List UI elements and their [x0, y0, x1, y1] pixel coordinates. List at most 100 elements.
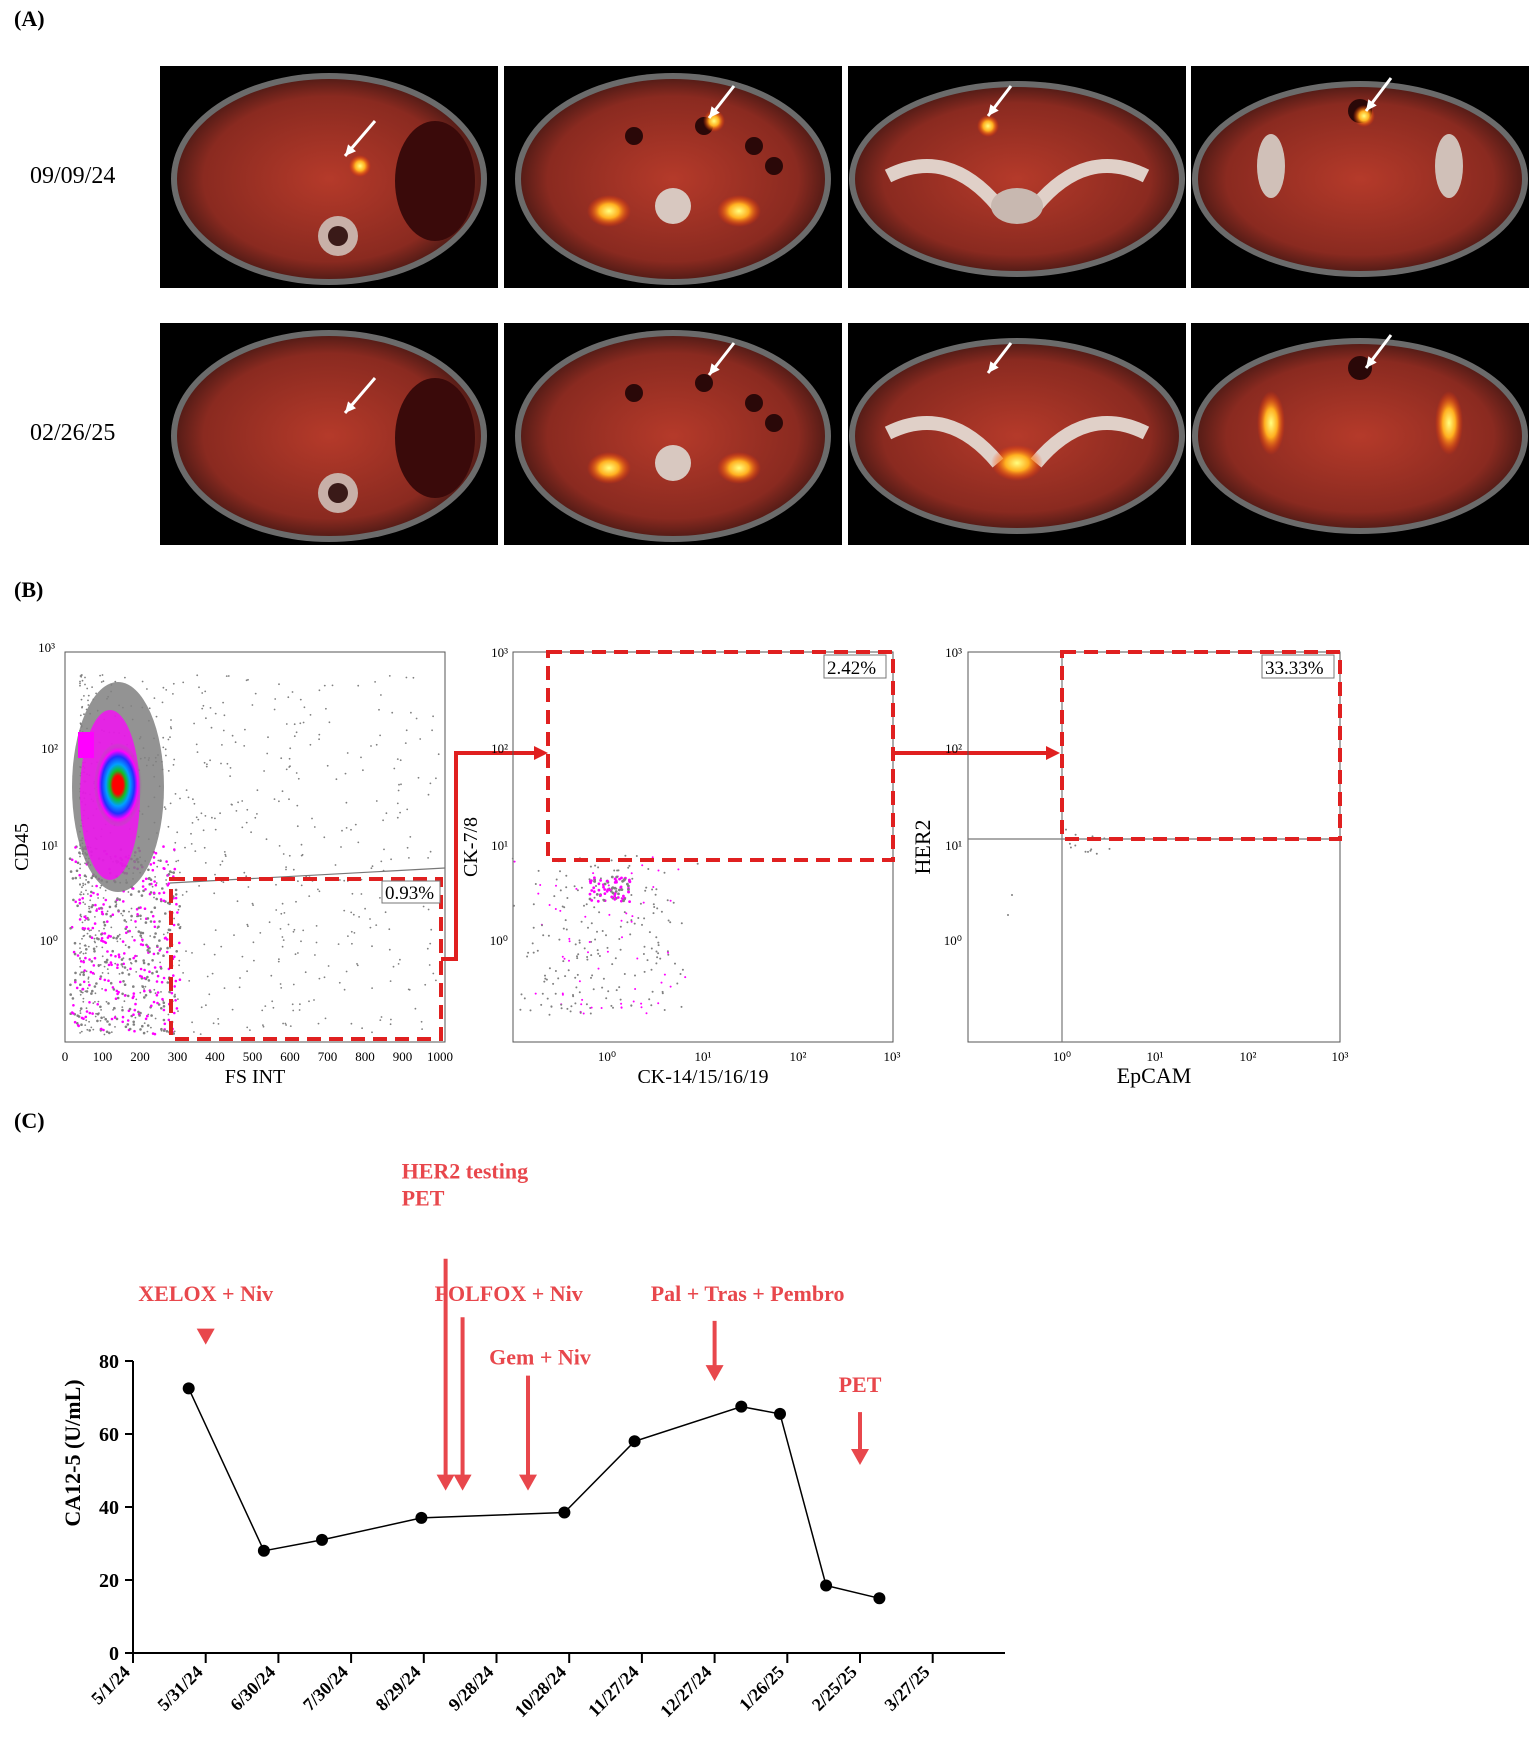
- plot2-y-tick-3: 10⁰: [490, 933, 508, 948]
- ck78-vs-ck14-plot: 2.42% 10⁰ 10¹ 10² 10³ 10³ 10² 10¹ 10⁰ CK-14/15…: [460, 645, 901, 1088]
- x-tick-label-2: 6/30/24: [226, 1662, 279, 1715]
- annotation-arrowhead-1: [436, 1474, 455, 1491]
- plot1-x-ticks: 0 100 200 300 400 500 600 700 800 900 1000: [62, 1049, 453, 1064]
- panel-c-label: (C): [14, 1108, 45, 1133]
- ca125-timeline-chart: 0 20 40 60 80 5/1/24 5/31/24 6/30/24 7/30/24 8/29…: [60, 1159, 1005, 1721]
- y-tick-label-4: 80: [99, 1351, 119, 1373]
- ca125-series-line: [188, 1388, 880, 1600]
- plot3-x-tick-1: 10¹: [1147, 1049, 1164, 1064]
- pet-ct-scan-r1-c2: [504, 66, 842, 288]
- her2-vs-epcam-plot: 33.33% 10⁰ 10¹ 10² 10³ 10³ 10² 10¹ 10⁰ EpCAM H…: [910, 645, 1349, 1088]
- plot2-x-tick-2: 10²: [790, 1049, 807, 1064]
- plot3-y-tick-0: 10³: [945, 645, 962, 660]
- y-tick-label-2: 40: [99, 1497, 119, 1519]
- plot1-x-axis-label: FS INT: [225, 1066, 286, 1088]
- row1-date-label: 09/09/24: [30, 163, 116, 189]
- plot3-scatter-points: [1007, 828, 1116, 916]
- data-point-3: [415, 1511, 428, 1524]
- data-point-7: [774, 1407, 786, 1420]
- ca125-line: [188, 1388, 880, 1600]
- plot3-y-ticks: 10³ 10² 10¹ 10⁰: [944, 645, 962, 948]
- plot3-y-axis-label: HER2: [910, 820, 935, 875]
- annotation-label-2-0: FOLFOX + Niv: [435, 1281, 583, 1306]
- gate-connector-1-arrowhead: [534, 746, 548, 760]
- panel-a-label: (A): [14, 6, 45, 31]
- annotation-label-3-0: Gem + Niv: [489, 1345, 591, 1370]
- plot3-gate-value: 33.33%: [1265, 658, 1324, 679]
- pet-ct-scan-r2-c1: [160, 323, 498, 545]
- ca125-series-points: [182, 1382, 886, 1605]
- y-tick-label-1: 20: [99, 1570, 119, 1592]
- plot3-y-tick-1: 10²: [945, 741, 962, 756]
- plot2-gate-label-box: [823, 654, 887, 679]
- plot1-x-tick-6: 600: [280, 1049, 300, 1064]
- x-tick-label-5: 9/28/24: [444, 1662, 497, 1715]
- annotation-label-1-1: PET: [402, 1186, 445, 1211]
- pet-ct-scan-r1-c4: [1191, 66, 1529, 288]
- plot3-x-tick-2: 10²: [1240, 1049, 1257, 1064]
- plot2-y-tick-0: 10³: [491, 645, 508, 660]
- pet-ct-scan-r2-c3: [848, 323, 1186, 545]
- annotation-arrowhead-2: [453, 1474, 472, 1491]
- panel-b-label: (B): [14, 577, 44, 602]
- plot2-frame: [512, 651, 894, 1043]
- plot3-frame: [967, 651, 1341, 1043]
- plot1-x-tick-10: 1000: [427, 1049, 453, 1064]
- chart-y-axis-label: CA12-5 (U/mL): [60, 1379, 85, 1526]
- plot2-y-axis-label: CK-7/8: [460, 817, 482, 877]
- plot3-x-ticks: 10⁰ 10¹ 10² 10³: [1053, 1049, 1349, 1064]
- data-point-6: [735, 1400, 748, 1413]
- annotation-label-4-0: Pal + Tras + Pembro: [651, 1281, 845, 1306]
- plot1-x-tick-7: 700: [318, 1049, 338, 1064]
- plot1-gate-value: 0.93%: [385, 883, 434, 904]
- x-tick-label-11: 3/27/25: [880, 1662, 933, 1715]
- row2-date-label: 02/26/25: [30, 420, 116, 446]
- plot2-y-tick-2: 10¹: [491, 838, 508, 853]
- y-tick-label-0: 0: [109, 1643, 119, 1665]
- plot2-x-tick-0: 10⁰: [598, 1049, 616, 1064]
- plot3-y-tick-3: 10⁰: [944, 933, 962, 948]
- x-tick-label-10: 2/25/25: [808, 1662, 861, 1715]
- plot1-y-axis-label: CD45: [11, 823, 33, 871]
- cd45-vs-fs-plot: 0.93% 0 100 200 300 400 500 600 700 800 900 1000 1…: [11, 640, 453, 1088]
- plot2-y-tick-1: 10²: [491, 741, 508, 756]
- plot1-x-tick-0: 0: [62, 1049, 69, 1064]
- pet-ct-scan-r2-c2: [504, 323, 842, 545]
- annotation-arrowhead-0: [196, 1328, 215, 1345]
- gate-connector-2-arrowhead: [1046, 746, 1060, 760]
- plot1-x-tick-2: 200: [130, 1049, 150, 1064]
- annotation-arrowhead-5: [851, 1449, 869, 1466]
- plot2-y-ticks: 10³ 10² 10¹ 10⁰: [490, 645, 508, 948]
- plot1-x-tick-4: 400: [205, 1049, 225, 1064]
- x-tick-label-6: 10/28/24: [511, 1662, 570, 1721]
- data-point-8: [820, 1579, 833, 1592]
- annotation-arrowhead-4: [705, 1365, 724, 1382]
- annotation-arrowhead-3: [519, 1474, 538, 1491]
- pet-ct-scan-r1-c3: [848, 66, 1186, 288]
- plot1-y-tick-2: 10⁰: [40, 933, 58, 948]
- plot2-gate-box: [546, 650, 895, 862]
- plot1-gate-box: [169, 877, 443, 1041]
- pet-ct-scan-r2-c4: [1191, 323, 1529, 545]
- plot3-x-tick-0: 10⁰: [1053, 1049, 1071, 1064]
- plot1-ytop-label: 10³: [38, 640, 55, 655]
- flow-cytometry-panel: 0.93% 0 100 200 300 400 500 600 700 800 900 1000 1…: [11, 640, 1349, 1088]
- data-point-0: [182, 1382, 195, 1395]
- data-point-5: [628, 1435, 641, 1448]
- y-tick-label-3: 60: [99, 1424, 119, 1446]
- plot1-x-tick-5: 500: [243, 1049, 263, 1064]
- plot2-gate-value: 2.42%: [827, 658, 876, 679]
- data-point-2: [316, 1533, 328, 1546]
- data-point-1: [257, 1544, 270, 1557]
- x-tick-label-3: 7/30/24: [299, 1662, 352, 1715]
- plot3-x-tick-3: 10³: [1332, 1049, 1349, 1064]
- data-point-4: [558, 1506, 571, 1519]
- plot1-x-tick-3: 300: [168, 1049, 188, 1064]
- plot2-x-axis-label: CK-14/15/16/19: [637, 1066, 768, 1088]
- plot3-gate-label-box: [1261, 654, 1335, 679]
- plot2-scatter-points: [511, 854, 699, 1016]
- plot1-x-tick-9: 900: [393, 1049, 413, 1064]
- x-tick-label-4: 8/29/24: [372, 1662, 425, 1715]
- plot2-x-ticks: 10⁰ 10¹ 10² 10³: [598, 1049, 901, 1064]
